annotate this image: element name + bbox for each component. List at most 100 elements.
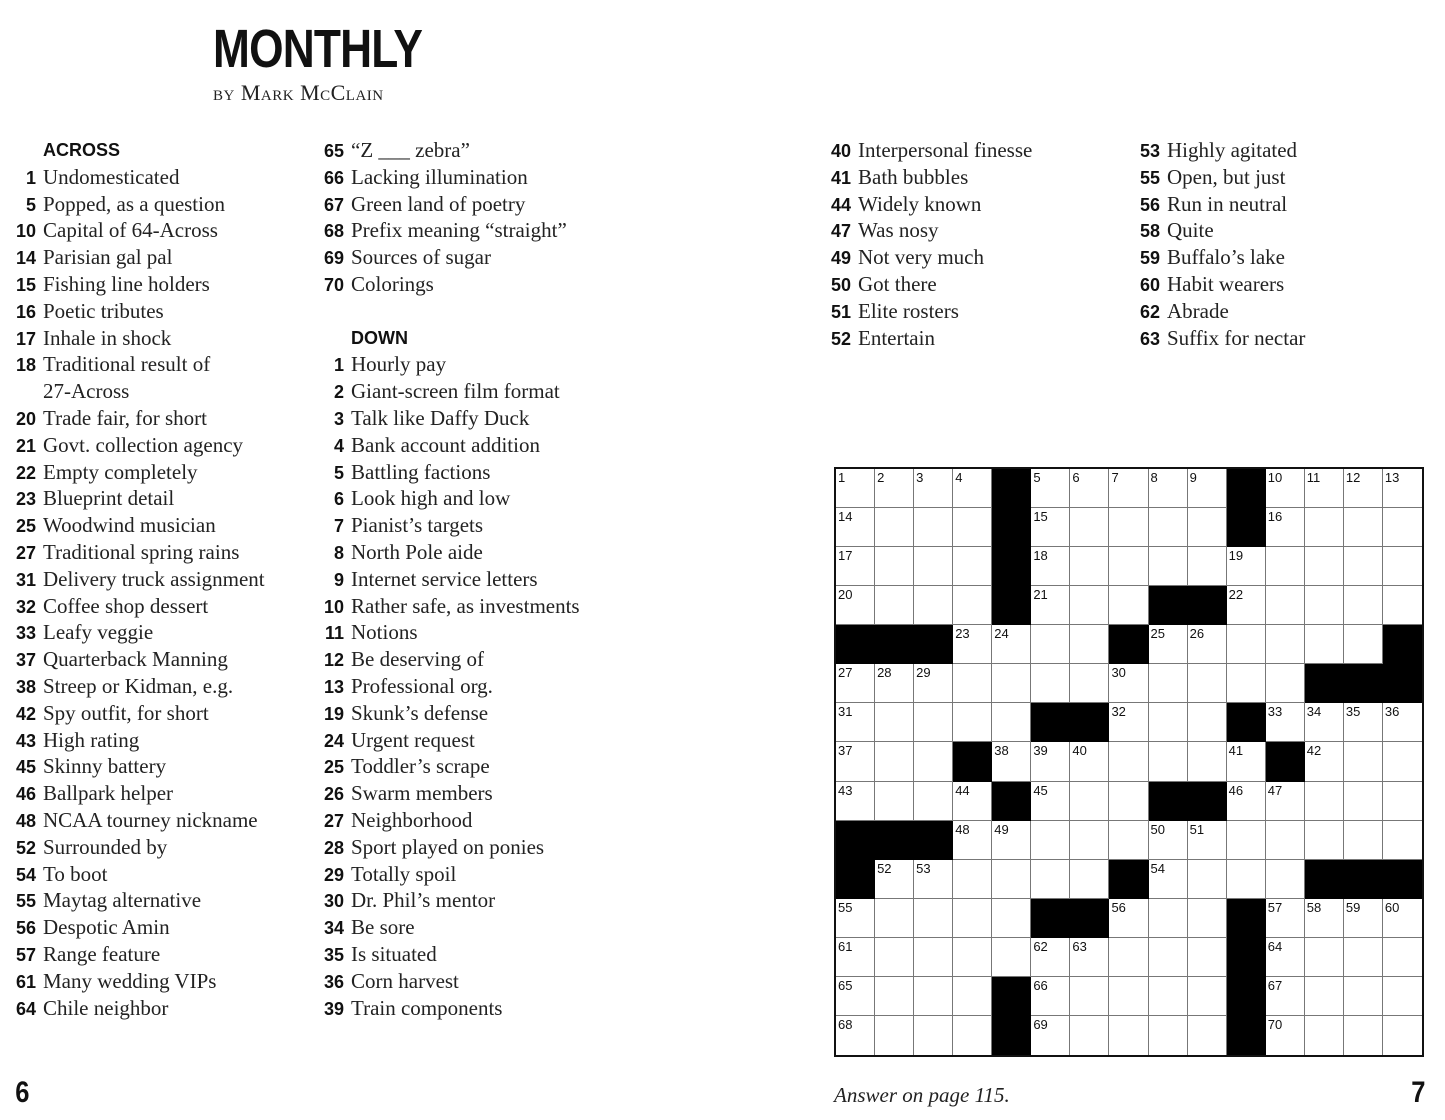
clue-across[interactable]: 38 Streep or Kidman, e.g.: [14, 673, 265, 700]
grid-cell[interactable]: [1187, 742, 1227, 782]
grid-cell[interactable]: [953, 586, 993, 626]
grid-cell[interactable]: 5: [1031, 469, 1071, 509]
clue-across[interactable]: 33 Leafy veggie: [14, 619, 265, 646]
clue-across[interactable]: 32 Coffee shop dessert: [14, 593, 265, 620]
grid-cell[interactable]: 69: [1031, 1015, 1071, 1055]
grid-cell[interactable]: [875, 742, 915, 782]
grid-cell[interactable]: [953, 664, 993, 704]
grid-cell[interactable]: 14: [836, 508, 876, 548]
grid-cell[interactable]: [914, 586, 954, 626]
grid-cell[interactable]: 62: [1031, 937, 1071, 977]
grid-cell[interactable]: [1304, 547, 1344, 587]
grid-cell[interactable]: [914, 976, 954, 1016]
grid-cell[interactable]: 66: [1031, 976, 1071, 1016]
grid-cell[interactable]: [1265, 820, 1305, 860]
grid-cell[interactable]: 32: [1109, 703, 1149, 743]
clue-across[interactable]: 46 Ballpark helper: [14, 780, 265, 807]
grid-cell[interactable]: 57: [1265, 898, 1305, 938]
grid-cell[interactable]: [1343, 508, 1383, 548]
grid-cell[interactable]: 49: [992, 820, 1032, 860]
grid-cell[interactable]: [1382, 976, 1422, 1016]
grid-cell[interactable]: [1343, 976, 1383, 1016]
grid-cell[interactable]: [1187, 898, 1227, 938]
grid-cell[interactable]: [953, 703, 993, 743]
grid-cell[interactable]: [1109, 820, 1149, 860]
clue-down[interactable]: 24 Urgent request: [322, 727, 580, 754]
grid-cell[interactable]: [1382, 742, 1422, 782]
grid-cell[interactable]: [992, 703, 1032, 743]
clue-down[interactable]: 53 Highly agitated: [1138, 137, 1305, 164]
grid-cell[interactable]: [1265, 859, 1305, 899]
grid-cell[interactable]: 59: [1343, 898, 1383, 938]
grid-cell[interactable]: [875, 586, 915, 626]
clue-down[interactable]: 47 Was nosy: [829, 217, 1032, 244]
grid-cell[interactable]: 45: [1031, 781, 1071, 821]
grid-cell[interactable]: [875, 898, 915, 938]
grid-cell[interactable]: [1187, 937, 1227, 977]
grid-cell[interactable]: [1148, 508, 1188, 548]
grid-cell[interactable]: 17: [836, 547, 876, 587]
clue-across[interactable]: 65 “Z ___ zebra”: [322, 137, 580, 164]
grid-cell[interactable]: 53: [914, 859, 954, 899]
grid-cell[interactable]: [1382, 937, 1422, 977]
grid-cell[interactable]: 50: [1148, 820, 1188, 860]
grid-cell[interactable]: [1304, 508, 1344, 548]
grid-cell[interactable]: [992, 859, 1032, 899]
grid-cell[interactable]: [1148, 898, 1188, 938]
grid-cell[interactable]: [914, 781, 954, 821]
grid-cell[interactable]: [992, 937, 1032, 977]
clue-down[interactable]: 27 Neighborhood: [322, 807, 580, 834]
grid-cell[interactable]: [1070, 547, 1110, 587]
grid-cell[interactable]: [1070, 859, 1110, 899]
grid-cell[interactable]: [953, 859, 993, 899]
clue-down[interactable]: 52 Entertain: [829, 325, 1032, 352]
clue-down[interactable]: 4 Bank account addition: [322, 432, 580, 459]
clue-down[interactable]: 36 Corn harvest: [322, 968, 580, 995]
grid-cell[interactable]: [1187, 976, 1227, 1016]
clue-down[interactable]: 62 Abrade: [1138, 298, 1305, 325]
grid-cell[interactable]: [1109, 1015, 1149, 1055]
grid-cell[interactable]: [1343, 937, 1383, 977]
grid-cell[interactable]: 11: [1304, 469, 1344, 509]
grid-cell[interactable]: [1304, 976, 1344, 1016]
grid-cell[interactable]: 42: [1304, 742, 1344, 782]
clue-across[interactable]: 42 Spy outfit, for short: [14, 700, 265, 727]
clue-down[interactable]: 44 Widely known: [829, 191, 1032, 218]
grid-cell[interactable]: [1343, 625, 1383, 665]
grid-cell[interactable]: 12: [1343, 469, 1383, 509]
clue-across[interactable]: 67 Green land of poetry: [322, 191, 580, 218]
grid-cell[interactable]: 8: [1148, 469, 1188, 509]
grid-cell[interactable]: 10: [1265, 469, 1305, 509]
clue-down[interactable]: 41 Bath bubbles: [829, 164, 1032, 191]
grid-cell[interactable]: 27: [836, 664, 876, 704]
grid-cell[interactable]: [1031, 625, 1071, 665]
clue-down[interactable]: 7 Pianist’s targets: [322, 512, 580, 539]
grid-cell[interactable]: [1382, 1015, 1422, 1055]
grid-cell[interactable]: 35: [1343, 703, 1383, 743]
clue-down[interactable]: 3 Talk like Daffy Duck: [322, 405, 580, 432]
grid-cell[interactable]: [1382, 508, 1422, 548]
grid-cell[interactable]: 2: [875, 469, 915, 509]
grid-cell[interactable]: [1070, 625, 1110, 665]
clue-across[interactable]: 22 Empty completely: [14, 459, 265, 486]
clue-across[interactable]: 43 High rating: [14, 727, 265, 754]
grid-cell[interactable]: [1226, 625, 1266, 665]
grid-cell[interactable]: 6: [1070, 469, 1110, 509]
grid-cell[interactable]: [875, 781, 915, 821]
grid-cell[interactable]: [914, 937, 954, 977]
grid-cell[interactable]: [1070, 820, 1110, 860]
grid-cell[interactable]: 7: [1109, 469, 1149, 509]
clue-across[interactable]: 27 Traditional spring rains: [14, 539, 265, 566]
grid-cell[interactable]: [1148, 937, 1188, 977]
grid-cell[interactable]: [875, 937, 915, 977]
grid-cell[interactable]: [1070, 1015, 1110, 1055]
grid-cell[interactable]: 20: [836, 586, 876, 626]
grid-cell[interactable]: [1382, 547, 1422, 587]
clue-across[interactable]: 18 Traditional result of: [14, 351, 265, 378]
clue-across[interactable]: 48 NCAA tourney nickname: [14, 807, 265, 834]
grid-cell[interactable]: [1226, 664, 1266, 704]
clue-down[interactable]: 49 Not very much: [829, 244, 1032, 271]
grid-cell[interactable]: [953, 1015, 993, 1055]
grid-cell[interactable]: [875, 703, 915, 743]
clue-down[interactable]: 29 Totally spoil: [322, 861, 580, 888]
